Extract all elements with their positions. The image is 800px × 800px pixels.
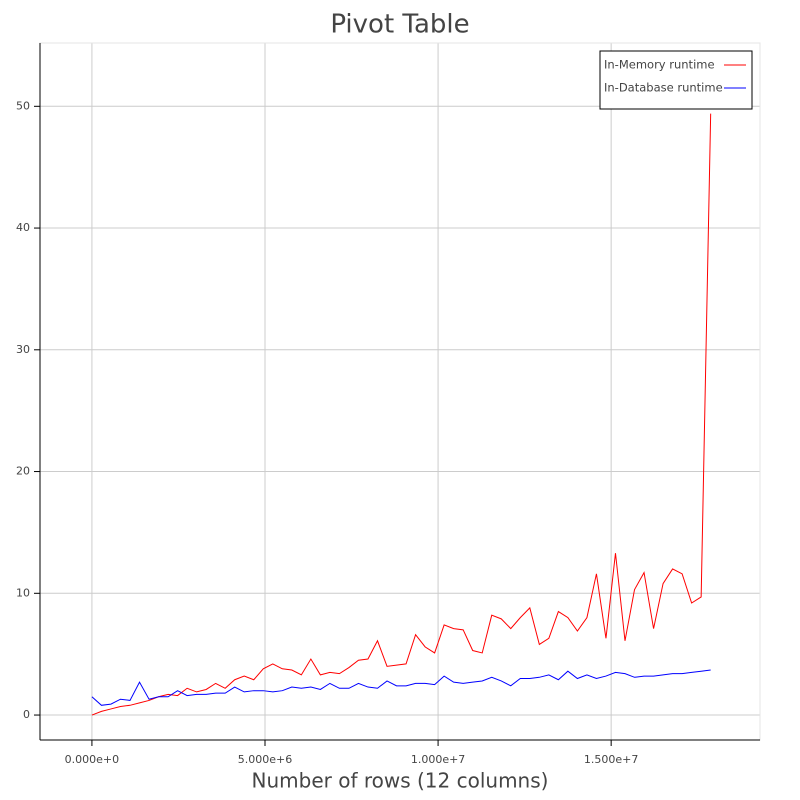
y-tick-label: 50 — [16, 99, 30, 112]
plot-frame — [39, 42, 761, 741]
legend-box — [599, 50, 753, 110]
line — [91, 113, 712, 716]
x-tick-label: 1.500e+7 — [584, 753, 638, 766]
legend-label: In-Database runtime — [604, 81, 723, 95]
x-tick-label: 0.000e+0 — [65, 753, 119, 766]
x-axis-label: Number of rows (12 columns) — [252, 769, 549, 793]
y-tick-label: 0 — [23, 708, 30, 721]
line — [91, 669, 711, 706]
y-tick-label: 40 — [16, 221, 30, 234]
y-tick-label: 30 — [16, 343, 30, 356]
chart-title: Pivot Table — [330, 10, 469, 40]
legend-label: In-Memory runtime — [604, 58, 715, 72]
y-tick-label: 10 — [16, 586, 30, 599]
x-tick-label: 5.000e+6 — [238, 753, 292, 766]
x-tick-label: 1.000e+7 — [411, 753, 465, 766]
y-tick-label: 20 — [16, 465, 30, 478]
